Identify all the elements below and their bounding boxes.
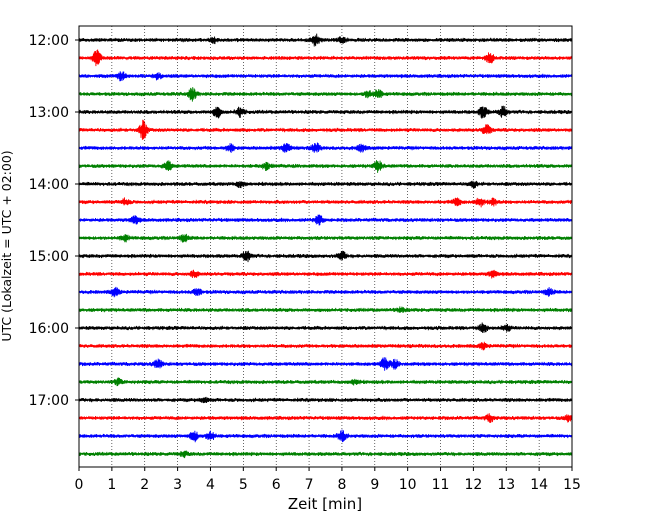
trace-line [78, 33, 573, 47]
trace-line [78, 250, 573, 263]
x-tick-label: 12 [464, 477, 482, 493]
trace-line [78, 413, 573, 423]
y-tick-label: 12:00 [29, 33, 69, 49]
y-tick-label: 15:00 [29, 249, 69, 265]
x-tick-label: 3 [173, 477, 182, 493]
trace-line [78, 269, 573, 279]
trace-line [78, 396, 573, 404]
x-tick-label: 15 [563, 477, 581, 493]
trace-line [78, 119, 573, 140]
trace-line [78, 322, 573, 333]
trace-line [78, 450, 573, 459]
x-tick-label: 0 [75, 477, 84, 493]
x-tick-label: 8 [337, 477, 346, 493]
trace-line [78, 233, 573, 243]
x-axis-label: Zeit [min] [288, 495, 362, 513]
trace-line [78, 429, 573, 443]
trace-line [78, 160, 573, 173]
x-tick-label: 2 [140, 477, 149, 493]
plot-area [79, 26, 572, 467]
trace-line [78, 377, 573, 387]
y-tick-label: 17:00 [29, 393, 69, 409]
x-tick-label: 7 [305, 477, 314, 493]
x-tick-label: 4 [206, 477, 215, 493]
trace-line [78, 142, 573, 153]
trace-line [78, 49, 573, 67]
trace-line [78, 197, 573, 208]
y-tick-label: 14:00 [29, 177, 69, 193]
y-tick-label: 13:00 [29, 105, 69, 121]
x-tick-label: 6 [272, 477, 281, 493]
x-tick-label: 9 [370, 477, 379, 493]
trace-line [78, 180, 573, 189]
trace-line [78, 105, 573, 119]
x-tick-label: 5 [239, 477, 248, 493]
trace-line [78, 341, 573, 351]
trace-line [78, 87, 573, 102]
x-axis: 0 1 2 3 4 5 6 7 8 9 10 11 12 13 14 15 [75, 467, 581, 493]
trace-group [78, 33, 573, 459]
trace-line [78, 214, 573, 226]
x-tick-label: 1 [107, 477, 116, 493]
plot-frame [78, 25, 573, 468]
trace-line [78, 286, 573, 298]
y-axis: 12:00 13:00 14:00 15:00 16:00 17:00 [29, 33, 79, 409]
trace-line [78, 71, 573, 82]
x-tick-label: 11 [432, 477, 450, 493]
trace-line [78, 306, 573, 313]
trace-line [78, 357, 573, 371]
x-tick-label: 13 [497, 477, 515, 493]
x-tick-label: 14 [530, 477, 548, 493]
x-tick-label: 10 [399, 477, 417, 493]
y-axis-label: UTC (Lokalzeit = UTC + 02:00) [0, 150, 14, 341]
y-tick-label: 16:00 [29, 321, 69, 337]
